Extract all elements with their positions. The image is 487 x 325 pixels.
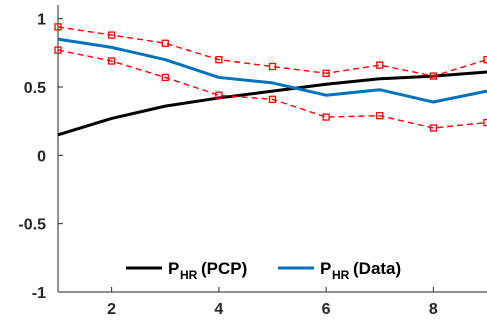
marker-lower: [483, 118, 487, 127]
legend-label-sub: HR: [332, 268, 350, 282]
marker-lower: [54, 46, 62, 54]
x-tick-label: 4: [214, 301, 223, 318]
marker-lower: [161, 73, 169, 82]
y-tick-label: -1: [32, 285, 46, 302]
marker-upper: [429, 72, 438, 80]
x-tick-label: 8: [429, 301, 438, 318]
x-tick-label: 2: [107, 301, 116, 318]
marker-lower: [322, 113, 330, 121]
legend-label-sub: HR: [180, 268, 198, 282]
legend-label-main: P: [320, 259, 331, 278]
legend-label-suffix: (Data): [353, 259, 401, 278]
marker-upper: [54, 23, 62, 31]
series-line-lower: [57, 49, 487, 129]
y-tick-label: -0.5: [18, 217, 46, 234]
marker-upper: [376, 61, 384, 69]
y-tick-label: 1: [37, 12, 46, 29]
marker-lower: [215, 91, 223, 99]
marker-lower: [268, 95, 277, 103]
legend-label-suffix: (PCP): [201, 259, 247, 278]
marker-upper: [322, 69, 330, 77]
marker-lower: [429, 124, 438, 132]
series-line-upper: [57, 26, 487, 77]
series-line-data: [57, 37, 487, 104]
marker-upper: [215, 56, 223, 64]
marker-lower: [376, 112, 384, 120]
marker-upper: [107, 31, 116, 39]
marker-upper: [161, 39, 169, 47]
x-tick-label: 6: [322, 301, 331, 318]
marker-upper: [268, 62, 277, 71]
y-tick-label: 0: [37, 148, 46, 165]
marker-upper: [483, 56, 487, 64]
series-line-pcp: [57, 70, 487, 137]
marker-lower: [107, 57, 116, 65]
legend-label-main: P: [168, 259, 179, 278]
y-tick-label: 0.5: [24, 80, 46, 97]
